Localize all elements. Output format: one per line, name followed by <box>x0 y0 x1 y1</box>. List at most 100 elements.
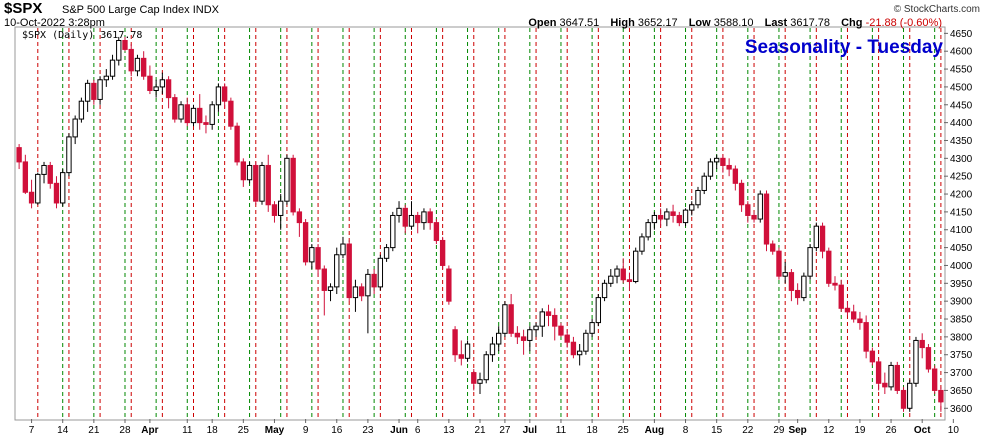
candle-down <box>265 164 271 206</box>
candle-down <box>670 211 676 216</box>
candle-down <box>433 222 440 241</box>
candle-up <box>396 207 402 216</box>
candle-down <box>558 325 564 336</box>
high-value: 3652.17 <box>637 17 678 29</box>
candle-down <box>471 372 477 384</box>
candle-up <box>103 75 109 81</box>
candle-down <box>520 336 527 341</box>
chg-label: Chg <box>841 17 863 29</box>
y-tick-label: 3600 <box>950 404 973 415</box>
candle-up <box>78 100 85 120</box>
candle-up <box>502 304 508 334</box>
copyright: © StockCharts.com <box>893 4 980 15</box>
candle-down <box>315 247 321 270</box>
candle-up <box>153 86 159 91</box>
candle-down <box>508 304 514 334</box>
candle-down <box>776 250 782 277</box>
candle-down <box>427 211 433 224</box>
y-tick-label: 4100 <box>950 225 973 236</box>
candle-up <box>390 214 396 249</box>
candle-down <box>128 48 134 72</box>
candle-down <box>197 107 203 124</box>
open-label: Open <box>528 17 557 29</box>
y-tick-label: 4050 <box>950 243 973 254</box>
candle-up <box>489 343 496 356</box>
x-tick-label: 25 <box>238 425 250 436</box>
y-tick-label: 4300 <box>950 154 973 165</box>
y-tick-label: 4150 <box>950 207 973 218</box>
candle-down <box>91 82 97 100</box>
y-tick-label: 4450 <box>950 100 973 111</box>
y-tick-label: 3650 <box>950 386 973 397</box>
candle-up <box>483 354 489 381</box>
candle-down <box>738 182 745 206</box>
candle-up <box>533 325 539 331</box>
candle-down <box>919 339 925 349</box>
candle-down <box>452 329 458 356</box>
candle-up <box>496 332 502 345</box>
candle-down <box>446 268 452 302</box>
candle-down <box>140 57 147 77</box>
candle-up <box>589 322 595 334</box>
candle-up <box>159 79 166 88</box>
candle-down <box>657 214 664 220</box>
x-tick-label: 7 <box>29 425 35 436</box>
candle-down <box>147 75 153 91</box>
y-tick-label: 4000 <box>950 261 973 272</box>
candle-down <box>253 164 259 202</box>
candle-down <box>221 86 228 102</box>
x-tick-label: Oct <box>914 425 931 436</box>
candle-down <box>296 211 303 224</box>
y-tick-label: 4200 <box>950 190 973 201</box>
candle-down <box>882 382 888 388</box>
symbol: $SPX <box>4 0 43 17</box>
candle-up <box>539 311 545 327</box>
candle-up <box>639 236 645 252</box>
x-tick-label: 15 <box>711 425 723 436</box>
candle-down <box>794 289 801 299</box>
candle-up <box>689 204 695 211</box>
x-tick-label: 11 <box>182 425 193 436</box>
candle-down <box>545 311 552 316</box>
candle-down <box>894 364 900 391</box>
candle-up <box>813 225 820 249</box>
candle-down <box>458 354 464 359</box>
y-axis: 3600 3650 3700 3750 3800 3850 3900 3950 4000 4050… <box>944 29 973 415</box>
candle-down <box>819 225 826 252</box>
x-tick-label: 27 <box>499 425 511 436</box>
y-tick-label: 3900 <box>950 297 973 308</box>
candle-down <box>302 222 309 263</box>
y-tick-label: 4400 <box>950 118 973 129</box>
candle-down <box>28 191 35 204</box>
y-tick-label: 3950 <box>950 279 973 290</box>
security-name-text: S&P 500 Large Cap Index <box>62 4 190 16</box>
candle-down <box>570 341 577 356</box>
x-tick-label: 14 <box>57 425 69 436</box>
candle-down <box>321 268 327 291</box>
candle-down <box>53 182 60 204</box>
candle-up <box>72 118 78 138</box>
candle-down <box>620 268 626 281</box>
x-tick-label: 19 <box>854 425 866 436</box>
candle-down <box>938 389 944 403</box>
series-legend: $SPX (Daily) 3617.78 <box>22 30 143 41</box>
candle-up <box>595 297 602 324</box>
candle-down <box>832 282 838 286</box>
open-value: 3647.51 <box>559 17 600 29</box>
candle-down <box>900 389 907 409</box>
candle-down <box>931 368 938 391</box>
candle-down <box>925 347 932 370</box>
candle-down <box>122 39 128 50</box>
candle-down <box>626 279 633 283</box>
candle-up <box>576 350 583 356</box>
candle-up <box>41 164 47 175</box>
candle-down <box>720 157 726 166</box>
candle-up <box>178 104 184 120</box>
candle-down <box>751 214 757 220</box>
candle-up <box>464 343 471 359</box>
candle-down <box>415 214 421 224</box>
x-axis: 7 14 21 28 Apr 11 18 25 May 9 16 23 Jun 6 13 21 27 Jul 11 1… <box>29 419 959 436</box>
candle-up <box>246 164 253 181</box>
candle-down <box>165 79 172 99</box>
